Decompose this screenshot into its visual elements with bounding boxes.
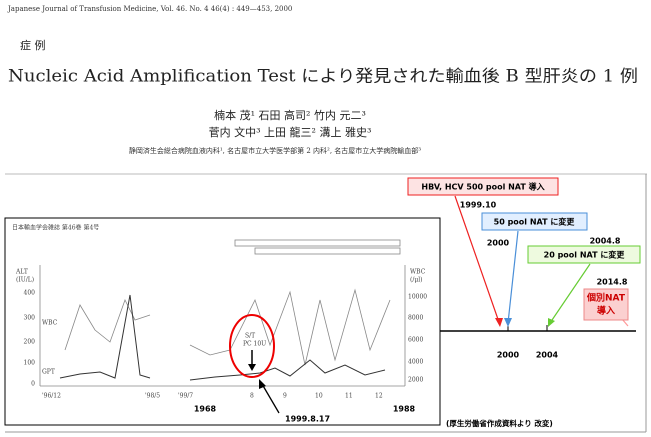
annotation: PC 10U xyxy=(243,341,266,348)
source: (厚生労働省作成資料より 改変) xyxy=(446,418,553,428)
axis-title: ALT xyxy=(15,269,28,276)
x-label: 10 xyxy=(315,393,323,400)
journal: Japanese Journal of Transfusion Medicine… xyxy=(7,5,292,13)
tick-label: 0 xyxy=(31,381,35,388)
event-date: 1999.8.17 xyxy=(285,415,330,424)
title: Nucleic Acid Amplification Test により発見された… xyxy=(8,67,638,86)
x-label: '98/5 xyxy=(145,393,160,400)
timeline-label: 2000 xyxy=(497,351,520,360)
callout-date: 2004.8 xyxy=(590,237,621,246)
callout-date: 1999.10 xyxy=(460,201,497,210)
axis-title: (/μl) xyxy=(410,277,423,284)
callout-label: HBV, HCV 500 pool NAT 導入 xyxy=(421,182,544,192)
annotation: S/T xyxy=(245,333,255,340)
year-label: 1988 xyxy=(393,405,416,414)
page: Japanese Journal of Transfusion Medicine… xyxy=(0,0,651,437)
section: 症 例 xyxy=(20,38,46,52)
tick-label: 200 xyxy=(24,339,36,346)
tick-label: 8000 xyxy=(408,315,423,322)
callout-label: 20 pool NAT に変更 xyxy=(544,250,626,260)
x-label: 9 xyxy=(283,393,287,400)
series-label: WBC xyxy=(42,320,58,327)
slide: Japanese Journal of Transfusion Medicine… xyxy=(0,0,651,437)
tick-label: 2000 xyxy=(408,377,423,384)
tick-label: 4000 xyxy=(408,359,423,366)
tick-label: 10000 xyxy=(408,294,427,301)
x-label: 11 xyxy=(345,393,353,400)
figure-header: 日本輸血学会雑誌 第46巻 第4号 xyxy=(12,224,99,232)
axis-title: (IU/L) xyxy=(16,277,34,284)
callout-label: 導入 xyxy=(597,305,615,317)
year-label: 1968 xyxy=(194,405,217,414)
callout-label: 個別NAT xyxy=(586,292,626,304)
series-label: GPT xyxy=(42,369,55,376)
authors: 楠本 茂¹ 石田 高司² 竹内 元二³ xyxy=(214,108,366,122)
tick-label: 100 xyxy=(24,360,36,367)
x-label: '99/7 xyxy=(178,393,193,400)
tick-label: 400 xyxy=(24,290,36,297)
tick-label: 300 xyxy=(24,315,36,322)
x-label: 8 xyxy=(250,393,254,400)
callout-date: 2000 xyxy=(487,239,510,248)
timeline-label: 2004 xyxy=(536,351,559,360)
tick-label: 6000 xyxy=(408,337,423,344)
callout-date: 2014.8 xyxy=(597,278,628,287)
axis-title: WBC xyxy=(410,269,426,276)
x-label: 12 xyxy=(375,393,383,400)
callout-label: 50 pool NAT に変更 xyxy=(494,217,576,227)
authors: 菅内 文中³ 上田 龍三² 溝上 雅史³ xyxy=(209,125,372,139)
x-label: '96/12 xyxy=(42,393,61,400)
affiliation: 静岡済生会総合病院血液内科¹, 名古屋市立大学医学部第 2 内科², 名古屋市立… xyxy=(129,146,421,155)
